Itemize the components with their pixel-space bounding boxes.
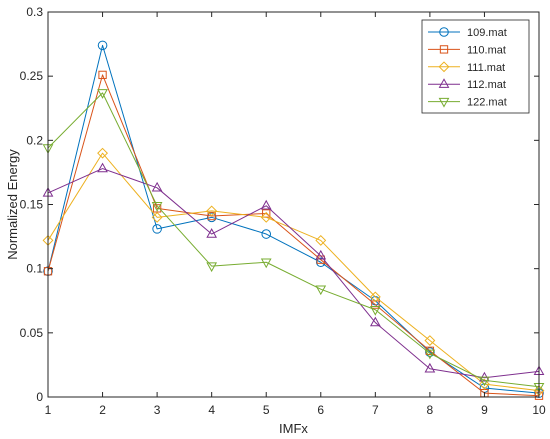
legend-marker xyxy=(438,97,450,108)
data-point xyxy=(206,228,218,238)
legend-label: 109.mat xyxy=(467,27,507,39)
legend-label: 112.mat xyxy=(467,79,506,91)
data-point xyxy=(151,181,163,192)
data-point xyxy=(260,199,272,210)
legend-item: 110.mat xyxy=(428,44,506,56)
data-point xyxy=(260,211,272,223)
data-point xyxy=(424,335,436,346)
x-tick-label: 5 xyxy=(263,403,270,417)
data-point xyxy=(315,234,327,246)
series-line xyxy=(47,92,540,388)
y-axis-label: Normalized Energy xyxy=(5,149,20,260)
data-point xyxy=(261,229,272,239)
data-point xyxy=(479,376,490,387)
x-tick-label: 3 xyxy=(154,403,161,417)
x-tick-label: 4 xyxy=(208,403,215,417)
series-line xyxy=(47,44,540,394)
data-point xyxy=(207,211,216,221)
legend: 109.mat 110.mat 111.mat 112.mat 122.mat xyxy=(421,19,530,114)
data-point xyxy=(315,249,327,260)
y-tick-label: 0.3 xyxy=(26,5,43,19)
series-layer xyxy=(42,40,545,400)
x-tick-label: 1 xyxy=(45,403,52,417)
data-point xyxy=(97,162,108,173)
data-point xyxy=(369,316,381,327)
legend-item: 109.mat xyxy=(428,27,507,39)
data-point xyxy=(206,205,218,217)
series-111-mat xyxy=(42,147,545,397)
y-tick-label: 0.25 xyxy=(20,69,44,83)
legend-marker xyxy=(439,27,449,37)
legend-item: 122.mat xyxy=(428,97,507,109)
data-point xyxy=(98,70,107,80)
y-tick-label: 0.2 xyxy=(26,133,43,147)
data-point xyxy=(424,349,436,360)
data-point xyxy=(152,224,162,234)
data-point xyxy=(206,212,217,223)
data-point xyxy=(206,262,218,273)
data-point xyxy=(315,285,327,296)
legend-marker xyxy=(438,61,450,73)
data-point xyxy=(97,147,108,159)
x-tick-label: 7 xyxy=(372,403,379,417)
legend-label: 122.mat xyxy=(467,97,507,109)
y-tick-label: 0 xyxy=(36,390,43,404)
y-tick-label: 0.15 xyxy=(20,198,44,212)
data-point xyxy=(260,258,272,269)
data-point xyxy=(151,211,163,223)
series-line xyxy=(47,152,540,392)
ticks-layer: 1 2 3 4 5 6 7 8 9 10 0 0.05 0.1 0.15 0.2 0.25 0.3 xyxy=(20,5,546,417)
data-point xyxy=(315,257,326,268)
data-point xyxy=(151,202,163,212)
x-tick-label: 9 xyxy=(481,403,488,417)
data-point xyxy=(97,89,108,99)
series-112-mat xyxy=(42,162,545,382)
x-axis-label: IMFx xyxy=(279,421,308,436)
data-point xyxy=(424,362,436,373)
legend-item: 112.mat xyxy=(428,78,506,91)
legend-label: 110.mat xyxy=(467,44,506,56)
x-tick-label: 2 xyxy=(99,403,106,417)
data-point xyxy=(97,40,108,51)
data-point xyxy=(479,378,490,390)
legend-marker xyxy=(439,45,449,54)
y-tick-label: 0.05 xyxy=(20,326,44,340)
series-line xyxy=(47,168,540,379)
legend-item: 111.mat xyxy=(428,61,505,74)
y-tick-label: 0.1 xyxy=(26,262,43,276)
x-tick-label: 10 xyxy=(532,403,546,417)
x-tick-label: 8 xyxy=(427,403,434,417)
data-point xyxy=(369,306,381,316)
data-point xyxy=(425,347,435,357)
x-tick-label: 6 xyxy=(317,403,324,417)
series-line xyxy=(47,74,540,397)
legend-marker xyxy=(438,78,450,88)
legend-label: 111.mat xyxy=(467,62,505,74)
data-point xyxy=(369,291,381,303)
